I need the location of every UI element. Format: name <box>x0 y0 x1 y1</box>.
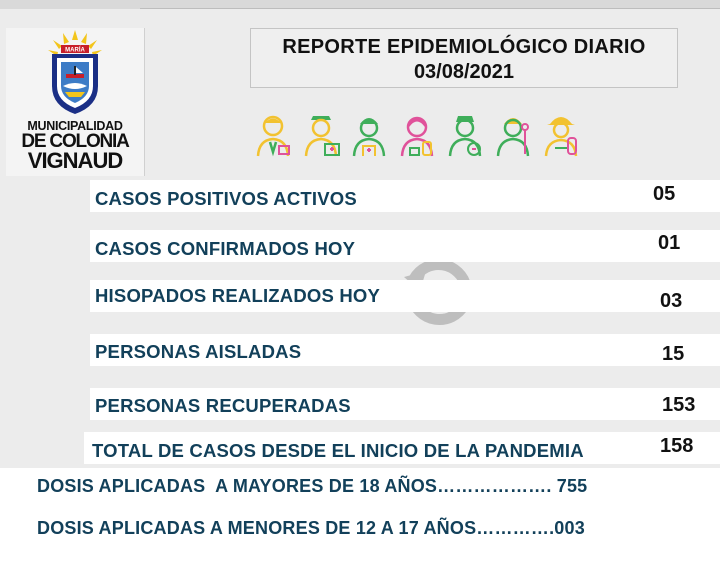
row-value: 158 <box>660 435 694 457</box>
coat-of-arms-icon: MARÍA <box>48 30 102 114</box>
row-value: 03 <box>660 290 683 312</box>
vaccination-box <box>0 468 720 567</box>
row-value: 01 <box>658 232 681 254</box>
essential-workers-icons <box>256 115 578 157</box>
row-label: CASOS CONFIRMADOS HOY <box>95 238 356 259</box>
row-label: PERSONAS RECUPERADAS <box>95 395 351 416</box>
logo-line-2: DE COLONIA <box>21 131 129 152</box>
row-value: 15 <box>662 343 685 365</box>
row-total-cases: TOTAL DE CASOS DESDE EL INICIO DE LA PAN… <box>84 432 720 464</box>
row-label: CASOS POSITIVOS ACTIVOS <box>95 188 357 209</box>
row-label: PERSONAS AISLADAS <box>95 341 302 362</box>
dose-adults: DOSIS APLICADAS A MAYORES DE 18 AÑOS…………… <box>37 476 588 496</box>
medic-icon <box>352 118 386 157</box>
firefighter-icon <box>544 117 578 157</box>
row-confirmed-today: CASOS CONFIRMADOS HOY 01 <box>90 230 720 262</box>
row-isolated: PERSONAS AISLADAS 15 <box>90 334 720 366</box>
report-header: REPORTE EPIDEMIOLÓGICO DIARIO 03/08/2021 <box>250 28 678 88</box>
doctor-icon <box>256 115 290 157</box>
logo-line-1: MUNICIPALIDAD <box>27 119 123 133</box>
row-label: TOTAL DE CASOS DESDE EL INICIO DE LA PAN… <box>92 440 584 461</box>
logo-line-3: VIGNAUD <box>27 148 123 173</box>
police-icon <box>304 116 340 157</box>
row-active-cases: CASOS POSITIVOS ACTIVOS 05 <box>90 180 720 212</box>
row-label: HISOPADOS REALIZADOS HOY <box>95 285 381 306</box>
teacher-icon <box>400 116 434 157</box>
worker-icon <box>496 118 530 157</box>
row-value: 153 <box>662 394 696 416</box>
row-swabs-today: HISOPADOS REALIZADOS HOY 03 <box>90 280 720 312</box>
report-date: 03/08/2021 <box>413 61 515 83</box>
top-bar <box>0 0 720 9</box>
municipality-logo: MARÍA MUNICIPALIDAD DE COLONIA VIGNAUD <box>6 28 145 176</box>
row-value: 05 <box>653 183 676 205</box>
report-title: REPORTE EPIDEMIOLÓGICO DIARIO <box>282 36 646 58</box>
dose-minors: DOSIS APLICADAS A MENORES DE 12 A 17 AÑO… <box>37 518 585 538</box>
svg-text:MARÍA: MARÍA <box>65 46 85 54</box>
row-recovered: PERSONAS RECUPERADAS 153 <box>90 388 720 420</box>
nurse-icon <box>448 116 482 157</box>
top-divider <box>140 8 720 9</box>
